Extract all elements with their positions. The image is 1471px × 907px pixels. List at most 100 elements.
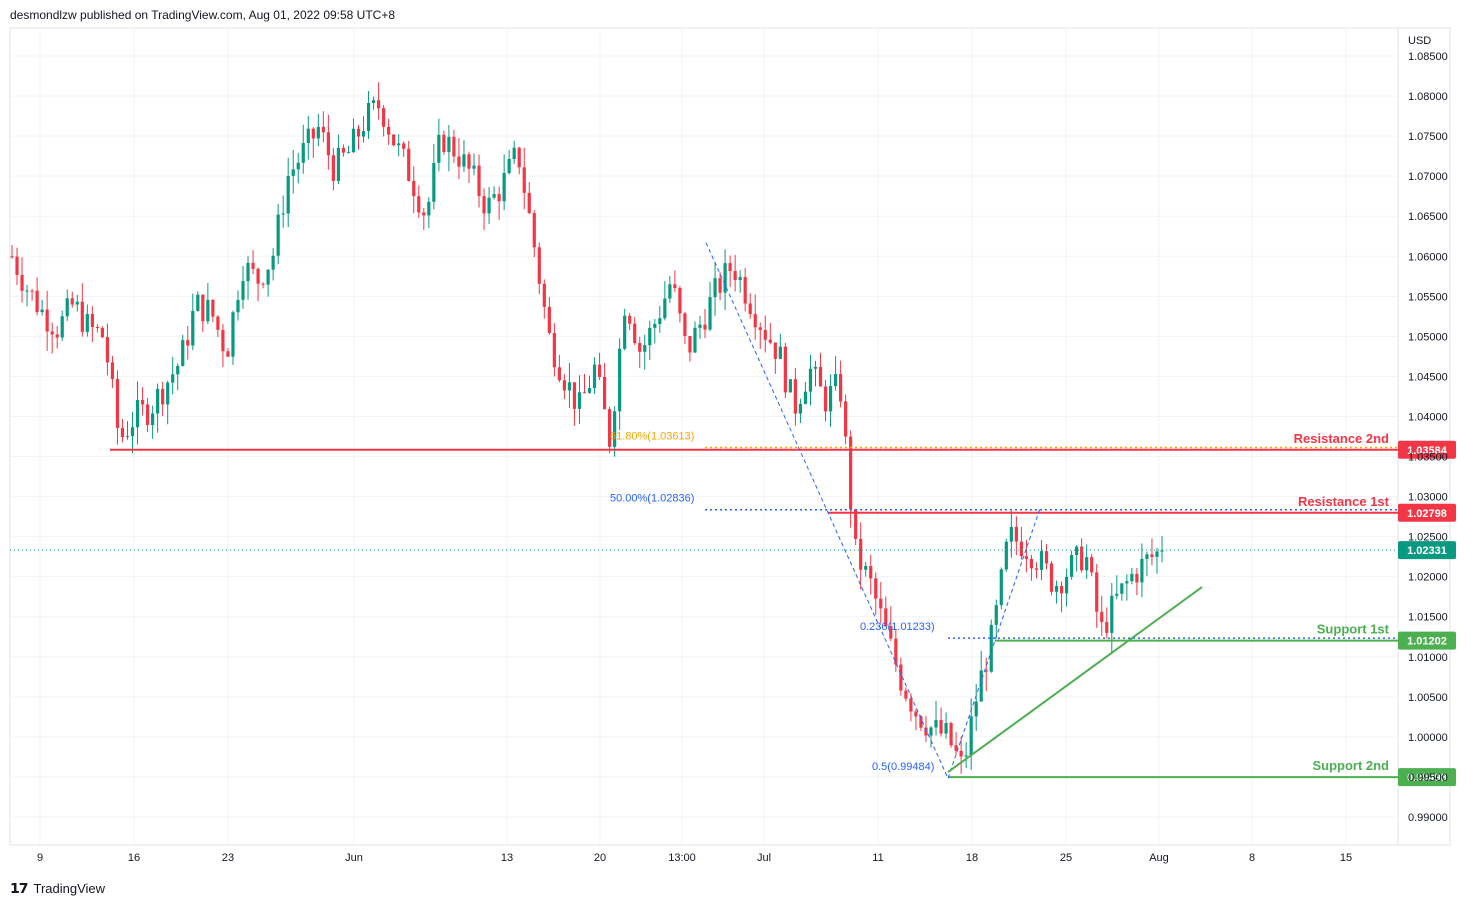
candle <box>105 323 110 376</box>
candle-body <box>1145 554 1149 559</box>
candle-body <box>1009 526 1013 542</box>
candle-body <box>628 315 632 324</box>
candle-body <box>869 565 873 579</box>
candle <box>954 732 958 755</box>
candle <box>276 204 280 265</box>
candle-body <box>512 147 516 159</box>
price-axis: USD 1.08500 1.08000 1.07500 1.07000 1.06500 1.… <box>1408 35 1448 824</box>
candle-body <box>472 165 476 169</box>
candle <box>251 250 255 275</box>
y-tick-label: 1.02500 <box>1408 532 1448 544</box>
candle <box>1039 540 1044 581</box>
candle-body <box>427 201 431 216</box>
candle <box>572 382 577 426</box>
candle <box>10 245 14 259</box>
candle <box>994 599 998 639</box>
candle <box>803 381 808 405</box>
candle-body <box>763 330 767 340</box>
x-tick-label: 11 <box>872 852 883 864</box>
candle <box>823 379 828 422</box>
candle <box>50 322 54 354</box>
candle-body <box>537 247 541 284</box>
candle <box>392 134 396 147</box>
candle <box>236 290 240 321</box>
candle-body <box>1120 583 1124 594</box>
candle <box>703 308 707 339</box>
candle-body <box>105 337 110 363</box>
candle <box>582 373 587 394</box>
candle <box>40 299 44 316</box>
candle <box>231 310 235 365</box>
candle <box>1135 567 1139 596</box>
chart-frame <box>9 27 1451 846</box>
candle <box>1059 581 1064 613</box>
candle-body <box>723 263 727 293</box>
candle <box>849 430 853 528</box>
candle-body <box>1044 551 1049 564</box>
candle <box>899 657 903 696</box>
candle-body <box>100 328 104 338</box>
candle-body <box>959 750 963 757</box>
candle <box>306 115 310 160</box>
candle <box>437 118 441 172</box>
candle <box>708 281 712 332</box>
y-tick-label: 1.04500 <box>1408 371 1448 383</box>
candle <box>15 247 19 286</box>
candle <box>929 725 933 748</box>
candle-body <box>703 324 707 330</box>
candle-body <box>874 578 878 599</box>
candle-body <box>743 277 747 304</box>
candle <box>502 154 506 211</box>
candle-body <box>261 283 265 285</box>
candle <box>75 294 79 312</box>
price-tag-label: 1.03584 <box>1407 445 1448 457</box>
candle-body <box>1075 546 1079 556</box>
candle <box>562 374 567 400</box>
candle <box>859 522 863 590</box>
candle <box>778 333 782 360</box>
candle <box>884 596 888 627</box>
x-tick-label: 18 <box>966 852 978 864</box>
y-tick-label: 1.06500 <box>1408 211 1448 223</box>
candle-body <box>648 327 652 346</box>
candle-body <box>733 271 737 281</box>
candle-body <box>276 214 280 256</box>
candle-body <box>602 377 607 410</box>
candle-body <box>326 132 330 156</box>
candle-body <box>301 143 305 163</box>
candle <box>974 684 978 731</box>
candle-body <box>984 670 988 672</box>
candle <box>191 293 195 351</box>
candle <box>1120 582 1124 601</box>
candle <box>1029 554 1034 581</box>
candle-body <box>417 196 421 213</box>
candle-body <box>412 180 416 197</box>
candle <box>693 321 697 354</box>
candle <box>65 289 69 321</box>
candle-body <box>673 284 677 289</box>
candle <box>60 310 64 341</box>
candle-body <box>35 290 39 313</box>
candle-body <box>859 538 863 570</box>
candle-body <box>316 126 320 139</box>
fib-label: 50.00%(1.02836) <box>610 493 694 505</box>
candle <box>427 197 431 228</box>
candle <box>291 149 295 194</box>
candle <box>135 381 140 445</box>
candle-body <box>542 283 546 307</box>
candle <box>341 144 346 157</box>
candle-body <box>532 213 536 248</box>
candle-body <box>839 374 843 402</box>
y-tick-label: 1.01000 <box>1408 652 1448 664</box>
candle <box>643 334 647 370</box>
candle <box>587 375 592 395</box>
candle-body <box>713 278 717 298</box>
level-label: Support 1st <box>1317 622 1390 637</box>
candle <box>964 742 968 768</box>
candle <box>161 381 165 417</box>
candle <box>1085 544 1089 579</box>
candle <box>547 297 551 335</box>
candle-body <box>914 711 918 717</box>
candle <box>798 398 803 424</box>
